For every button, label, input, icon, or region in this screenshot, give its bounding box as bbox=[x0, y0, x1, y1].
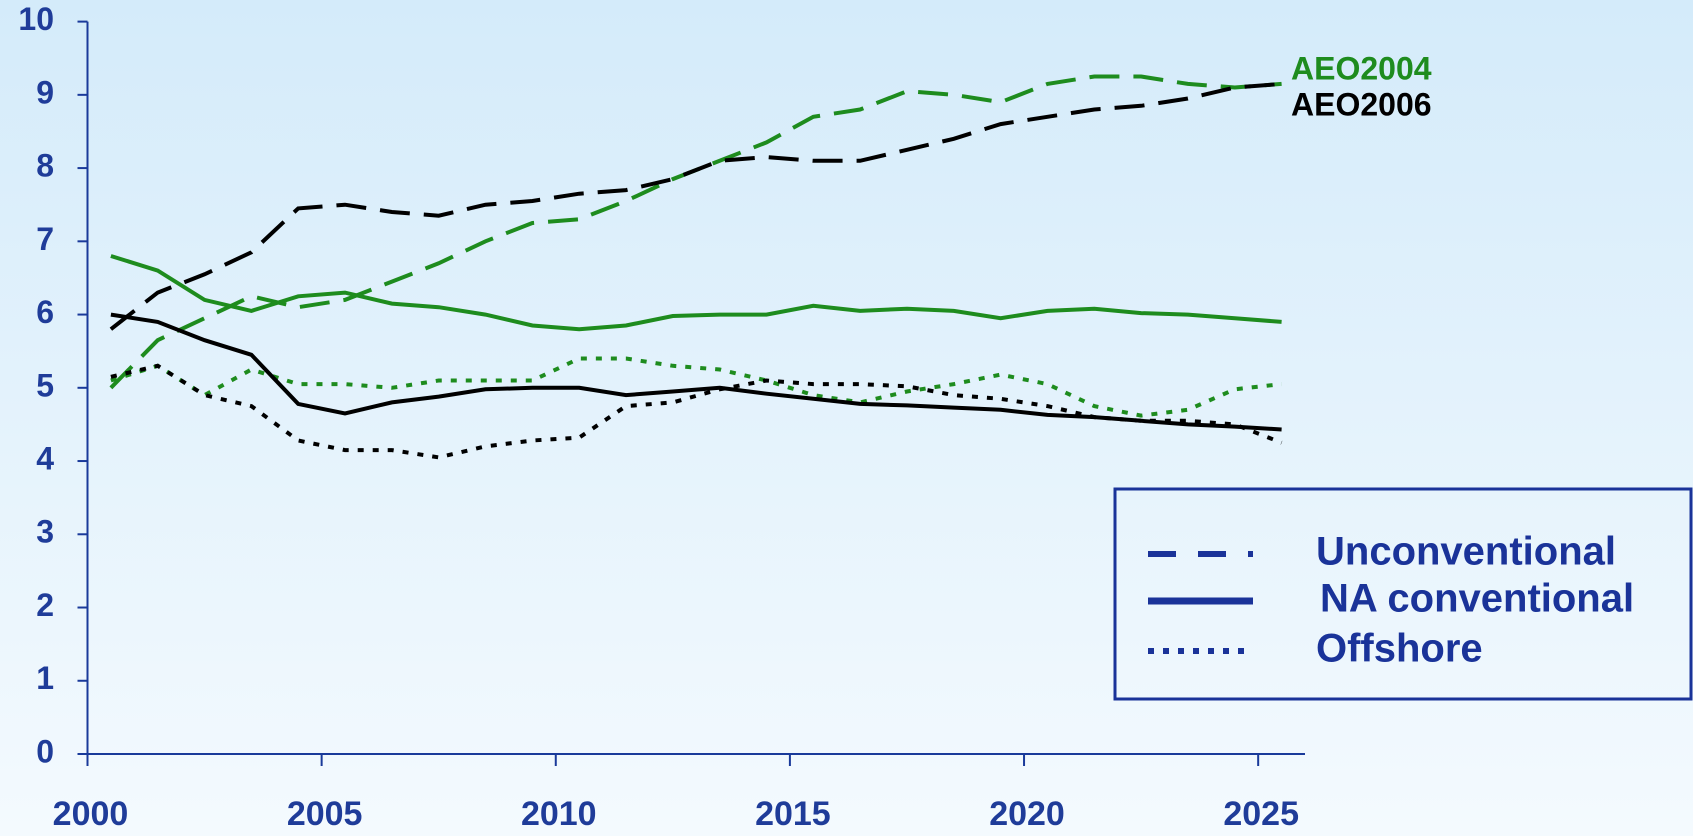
legend-label: NA conventional bbox=[1320, 577, 1634, 621]
legend-label: Unconventional bbox=[1316, 530, 1616, 574]
y-tick-label: 10 bbox=[18, 1, 54, 37]
series-line bbox=[110, 356, 1282, 418]
series-label: AEO2004 bbox=[1291, 50, 1432, 86]
x-tick-label: 2005 bbox=[287, 795, 363, 833]
y-tick-label: 3 bbox=[36, 514, 54, 550]
series-line bbox=[110, 312, 1282, 432]
y-tick-label: 0 bbox=[36, 733, 54, 769]
x-tick-label: 2000 bbox=[53, 795, 129, 833]
y-tick-label: 6 bbox=[36, 294, 54, 330]
y-tick-label: 2 bbox=[36, 587, 54, 623]
y-tick-label: 5 bbox=[36, 367, 54, 403]
x-tick-label: 2020 bbox=[989, 795, 1065, 833]
series-line bbox=[109, 81, 1282, 331]
x-tick-label: 2025 bbox=[1223, 795, 1299, 833]
y-tick-label: 9 bbox=[36, 74, 54, 110]
series-line bbox=[110, 254, 1282, 332]
y-tick-label: 8 bbox=[36, 148, 54, 184]
legend-box bbox=[1113, 487, 1693, 701]
y-tick-label: 7 bbox=[36, 221, 54, 257]
legend-label: Offshore bbox=[1316, 627, 1483, 671]
x-tick-label: 2015 bbox=[755, 795, 831, 833]
series-label: AEO2006 bbox=[1291, 86, 1432, 122]
x-tick-label: 2010 bbox=[521, 795, 597, 833]
y-tick-label: 4 bbox=[36, 440, 54, 476]
y-tick-label: 1 bbox=[36, 660, 54, 696]
